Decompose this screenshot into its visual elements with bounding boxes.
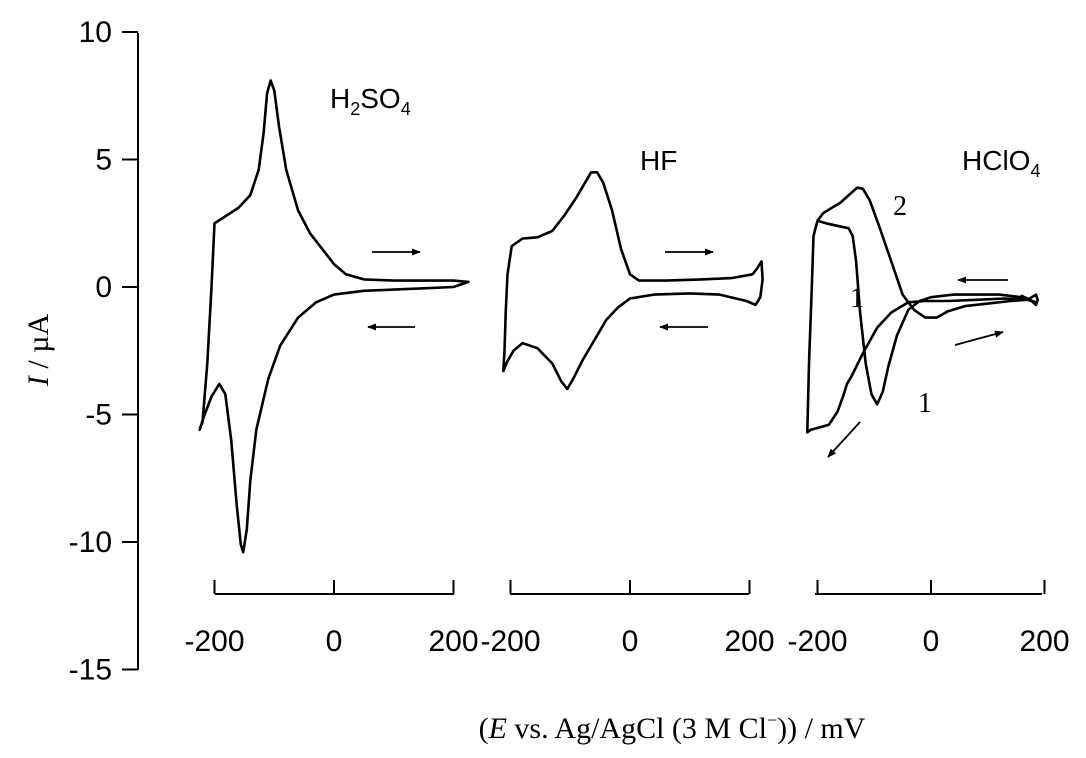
y-tick-label: -15 [69, 654, 112, 687]
y-tick-label: -5 [85, 399, 112, 432]
y-tick-label: 10 [79, 16, 112, 49]
panel-hf: -200 0 200 HF [480, 145, 774, 658]
hclo4-cycle-2-curve [816, 186, 1039, 319]
panel-label-hclo4: HClO4 [962, 145, 1040, 181]
y-axis-title: I / µA [22, 314, 55, 388]
y-axis-ticks: 10 5 0 -5 -10 -15 [69, 16, 138, 687]
x-tick-label: -200 [184, 625, 244, 658]
x-tick-label: 0 [326, 625, 343, 658]
sweep-arrow-forward [954, 330, 1004, 346]
y-tick-label: -10 [69, 526, 112, 559]
h2so4-x-axis: -200 0 200 [184, 580, 479, 658]
hclo4-x-axis: -200 0 200 [787, 580, 1070, 658]
hf-voltammogram-curve [502, 171, 764, 391]
x-tick-label: 200 [724, 625, 774, 658]
x-tick-label: 0 [622, 625, 639, 658]
x-axis-title: (E vs. Ag/AgCl (3 M Cl−)) / mV [479, 710, 866, 745]
x-tick-label: 0 [923, 625, 940, 658]
y-tick-label: 0 [95, 271, 112, 304]
sweep-arrow-cathodic [827, 421, 861, 458]
hf-x-axis: -200 0 200 [480, 580, 775, 658]
x-tick-label: 200 [1019, 625, 1069, 658]
panel-label-h2so4: H2SO4 [330, 83, 411, 119]
curve-label-cycle-1-upper: 1 [850, 283, 864, 314]
panel-label-hf: HF [640, 145, 677, 176]
h2so4-voltammogram-curve [198, 79, 470, 554]
x-tick-label: 200 [428, 625, 478, 658]
curve-label-cycle-2: 2 [893, 191, 907, 222]
hclo4-cycle-1-curve [806, 219, 1038, 434]
y-axis: 10 5 0 -5 -10 -15 [69, 16, 139, 687]
x-tick-label: -200 [787, 625, 847, 658]
panel-hclo4: -200 0 200 HClO4 2 1 1 [787, 145, 1069, 658]
panel-h2so4: -200 0 200 H2SO4 [184, 79, 479, 658]
x-tick-label: -200 [480, 625, 540, 658]
curve-label-cycle-1-lower: 1 [918, 388, 932, 419]
y-tick-label: 5 [95, 144, 112, 177]
